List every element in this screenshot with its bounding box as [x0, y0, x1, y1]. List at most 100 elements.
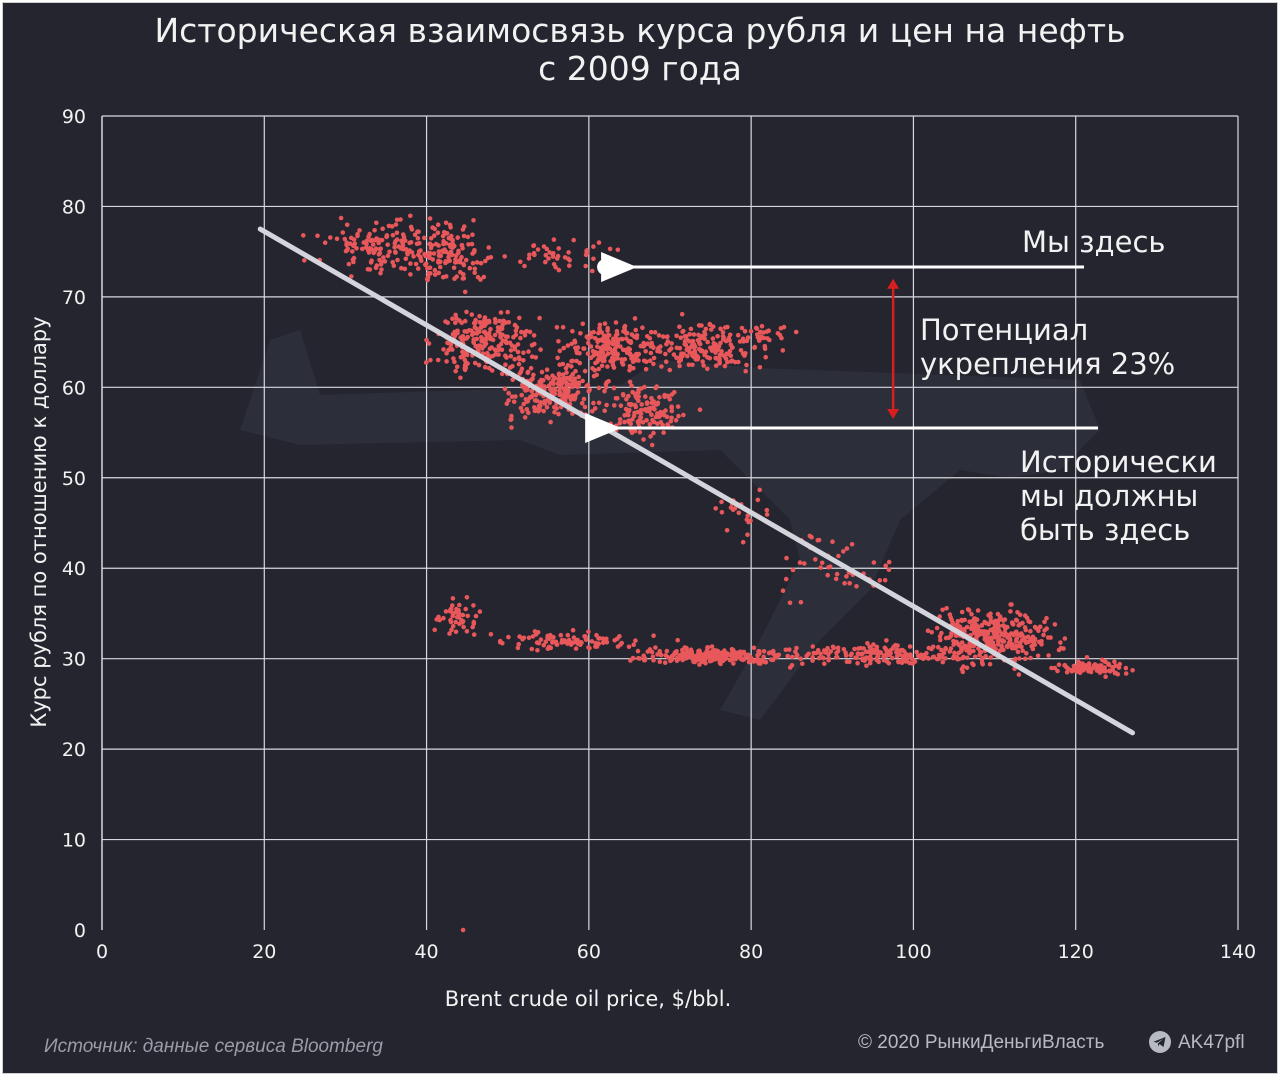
- historical-label-line-1: Исторически: [1020, 445, 1217, 479]
- data-point: [556, 378, 562, 383]
- data-point: [647, 358, 653, 364]
- data-point: [715, 653, 720, 659]
- data-point: [605, 351, 611, 357]
- data-point: [907, 660, 912, 666]
- data-point: [517, 634, 522, 639]
- data-point: [700, 359, 705, 364]
- data-point: [453, 312, 458, 318]
- telegram-handle[interactable]: AK47pfl: [1178, 1032, 1245, 1053]
- data-point: [578, 331, 583, 336]
- data-point: [625, 409, 631, 415]
- data-point: [504, 401, 510, 407]
- data-point: [431, 251, 437, 256]
- data-point: [591, 256, 596, 262]
- copyright: © 2020 РынкиДеньгиВласть: [858, 1032, 1105, 1053]
- data-point: [376, 240, 382, 246]
- data-point: [959, 618, 965, 624]
- data-point: [835, 645, 841, 651]
- data-point: [710, 344, 716, 350]
- data-point: [827, 564, 833, 569]
- data-point: [328, 235, 333, 240]
- data-point: [705, 653, 711, 658]
- data-point: [554, 256, 560, 261]
- data-point: [465, 334, 471, 340]
- data-point: [567, 258, 572, 263]
- data-point: [874, 644, 880, 650]
- data-point: [844, 574, 849, 579]
- data-point: [423, 262, 428, 268]
- data-point: [612, 356, 618, 362]
- data-point: [708, 327, 714, 332]
- data-point: [450, 623, 456, 629]
- data-point: [459, 617, 464, 623]
- data-point: [415, 229, 420, 234]
- data-point: [516, 641, 521, 647]
- data-point: [342, 236, 348, 242]
- data-point: [764, 512, 770, 517]
- data-point: [956, 650, 961, 656]
- data-point: [462, 318, 468, 324]
- data-point: [621, 329, 626, 334]
- data-point: [810, 655, 815, 660]
- data-point: [1016, 623, 1021, 628]
- data-point: [663, 351, 668, 357]
- data-point: [573, 646, 579, 651]
- data-point: [400, 232, 406, 237]
- data-point: [841, 549, 846, 554]
- data-point: [453, 610, 459, 615]
- data-point: [582, 368, 588, 374]
- data-point: [631, 642, 636, 647]
- data-point: [727, 348, 733, 354]
- data-point: [648, 350, 654, 356]
- data-point: [690, 338, 696, 344]
- data-point: [719, 650, 724, 656]
- data-point: [783, 576, 789, 582]
- data-point: [815, 647, 821, 653]
- data-point: [706, 645, 711, 650]
- data-point: [380, 226, 386, 232]
- data-point: [844, 546, 850, 551]
- data-point: [847, 659, 852, 665]
- data-point: [546, 398, 551, 404]
- data-point: [697, 662, 702, 667]
- data-point: [793, 329, 799, 335]
- data-point: [458, 375, 463, 381]
- data-point: [622, 357, 628, 362]
- data-point: [538, 377, 544, 383]
- data-point: [1056, 647, 1062, 653]
- data-point: [964, 655, 970, 661]
- data-point: [830, 539, 835, 544]
- data-point: [804, 653, 809, 659]
- data-point: [615, 340, 621, 345]
- data-point: [465, 234, 471, 240]
- data-point: [369, 246, 374, 252]
- data-point: [551, 251, 556, 256]
- data-point: [488, 254, 494, 260]
- data-point: [1016, 672, 1022, 677]
- data-point: [678, 335, 684, 341]
- y-tick-label: 50: [62, 468, 86, 490]
- data-point: [510, 377, 515, 383]
- data-point: [590, 268, 595, 274]
- data-point: [499, 324, 505, 329]
- data-point: [611, 385, 617, 391]
- data-point: [564, 375, 570, 381]
- data-point: [722, 363, 728, 369]
- data-point: [818, 565, 823, 570]
- data-point: [457, 602, 462, 608]
- data-point: [742, 329, 748, 334]
- data-point: [403, 256, 409, 262]
- data-point: [955, 641, 961, 646]
- data-point: [820, 655, 826, 660]
- data-point: [322, 240, 328, 245]
- data-point: [780, 348, 786, 353]
- data-point: [538, 381, 544, 387]
- data-point: [1046, 653, 1051, 658]
- data-point: [365, 267, 371, 272]
- data-point: [712, 648, 717, 653]
- data-point: [759, 323, 765, 329]
- data-point: [492, 332, 498, 338]
- data-point: [818, 651, 823, 657]
- data-point: [541, 642, 547, 648]
- data-point: [720, 333, 726, 339]
